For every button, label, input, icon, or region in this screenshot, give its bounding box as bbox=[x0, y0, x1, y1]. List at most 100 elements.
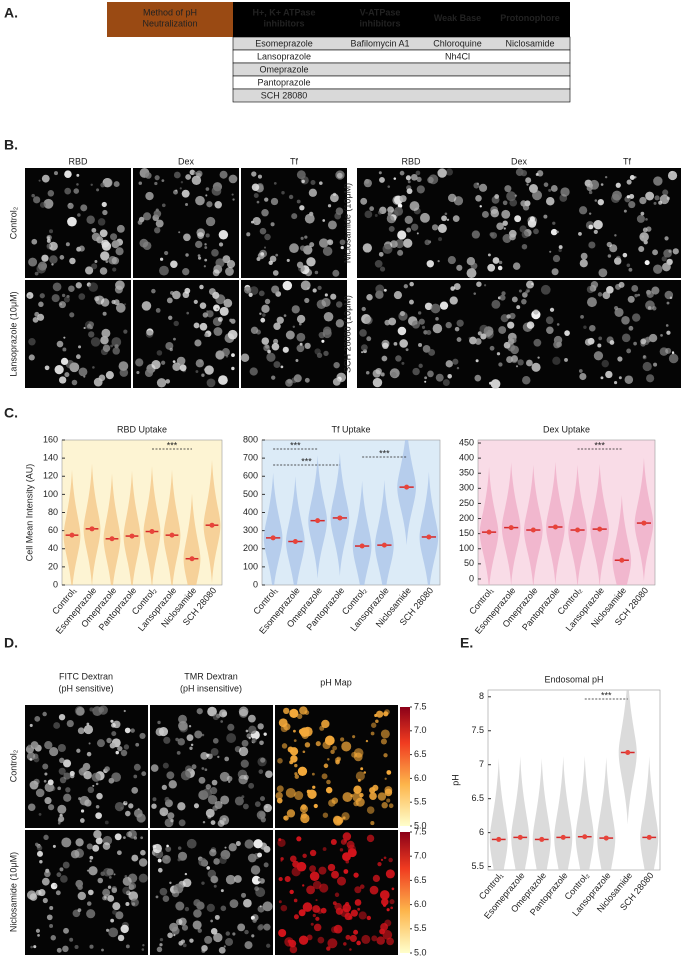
cell bbox=[258, 769, 264, 774]
cell bbox=[105, 260, 109, 263]
cell bbox=[296, 344, 305, 353]
cell bbox=[202, 820, 206, 824]
cell bbox=[375, 719, 379, 723]
cell bbox=[362, 243, 372, 253]
cell bbox=[254, 801, 261, 808]
y-tick-label: 300 bbox=[459, 483, 474, 493]
cell bbox=[306, 789, 311, 794]
cell bbox=[515, 365, 519, 368]
cell bbox=[107, 895, 115, 902]
cell bbox=[126, 831, 133, 838]
cell bbox=[235, 841, 241, 847]
cell bbox=[526, 183, 529, 186]
column-label: Tf bbox=[290, 156, 298, 166]
cell bbox=[292, 325, 296, 329]
cell bbox=[327, 863, 336, 872]
cell bbox=[83, 724, 94, 735]
cell bbox=[309, 871, 320, 882]
cell bbox=[359, 329, 367, 337]
cell bbox=[376, 936, 385, 945]
cell bbox=[280, 857, 284, 861]
panel-label: C. bbox=[4, 405, 18, 421]
cell bbox=[349, 948, 352, 951]
cell bbox=[129, 882, 137, 890]
cell bbox=[112, 902, 121, 911]
cell bbox=[131, 854, 139, 862]
cell bbox=[275, 791, 283, 800]
cell bbox=[77, 908, 82, 912]
cell bbox=[630, 298, 635, 303]
cell bbox=[589, 324, 596, 332]
cell bbox=[374, 214, 378, 217]
cell bbox=[388, 225, 395, 232]
cell bbox=[165, 341, 174, 350]
cell bbox=[278, 928, 287, 938]
cell bbox=[393, 206, 404, 216]
cell bbox=[345, 859, 350, 864]
cell bbox=[164, 250, 169, 256]
cell bbox=[91, 263, 98, 270]
cell bbox=[88, 282, 99, 292]
violin bbox=[634, 457, 654, 582]
cell bbox=[243, 898, 252, 908]
cell bbox=[366, 806, 375, 814]
cell bbox=[107, 885, 112, 889]
cell bbox=[244, 941, 253, 950]
cell bbox=[558, 248, 562, 253]
cell bbox=[220, 795, 230, 805]
cell bbox=[536, 170, 544, 177]
cell bbox=[420, 212, 430, 223]
cell bbox=[230, 318, 236, 324]
cell bbox=[262, 313, 266, 317]
cell bbox=[53, 722, 61, 729]
cell bbox=[411, 223, 419, 231]
y-tick-label: 6.5 bbox=[471, 793, 484, 803]
cell bbox=[273, 361, 281, 369]
cell bbox=[159, 265, 169, 276]
cell bbox=[62, 861, 70, 869]
cell bbox=[548, 188, 552, 192]
violin bbox=[330, 452, 350, 576]
cell bbox=[391, 887, 395, 891]
cell bbox=[490, 379, 501, 389]
y-tick-label: 120 bbox=[43, 471, 58, 481]
cell bbox=[200, 751, 209, 760]
cell bbox=[212, 714, 219, 721]
cell bbox=[428, 174, 439, 185]
cell bbox=[58, 713, 66, 721]
cell bbox=[312, 905, 321, 913]
cell bbox=[531, 282, 534, 286]
cell bbox=[254, 886, 259, 892]
cell bbox=[258, 290, 265, 297]
cell bbox=[378, 171, 382, 175]
cell bbox=[43, 834, 49, 841]
cell bbox=[333, 361, 340, 369]
cell bbox=[377, 210, 383, 215]
cell bbox=[386, 798, 391, 803]
cells bbox=[468, 280, 570, 389]
cell bbox=[280, 859, 283, 862]
y-tick-label: 600 bbox=[243, 471, 258, 481]
cell bbox=[124, 800, 127, 804]
cell bbox=[204, 365, 214, 375]
cell bbox=[116, 850, 122, 856]
cell bbox=[124, 874, 128, 878]
cells bbox=[28, 170, 125, 276]
cell bbox=[193, 803, 200, 809]
cell bbox=[110, 233, 118, 241]
cell bbox=[366, 834, 375, 843]
cell bbox=[479, 205, 482, 208]
cell bbox=[421, 325, 426, 329]
cell bbox=[537, 356, 540, 359]
cell bbox=[552, 356, 561, 365]
cell bbox=[138, 216, 145, 223]
cell bbox=[418, 311, 422, 315]
cell bbox=[264, 298, 271, 305]
cell bbox=[219, 170, 228, 179]
cell bbox=[27, 803, 36, 812]
cell bbox=[89, 860, 92, 863]
cell bbox=[374, 259, 383, 268]
cell bbox=[593, 229, 598, 234]
cell bbox=[110, 918, 115, 923]
cell bbox=[360, 197, 368, 205]
